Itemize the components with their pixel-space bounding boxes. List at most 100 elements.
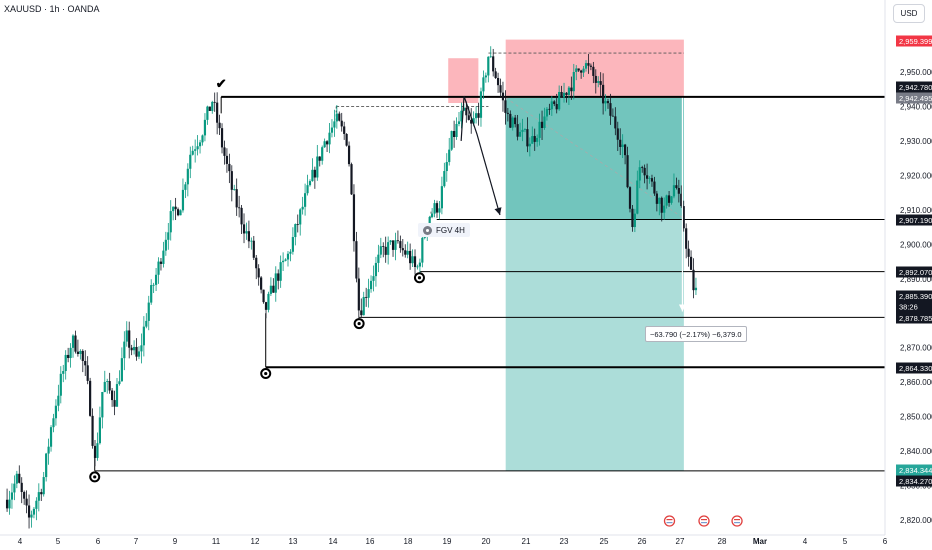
x-tick-label: 18 <box>404 537 413 546</box>
candle-body <box>667 195 671 203</box>
candle-body <box>235 189 238 208</box>
candle-body <box>286 253 290 260</box>
x-tick-label: 16 <box>366 537 375 546</box>
y-tick-label: 2,900.000 <box>900 240 932 249</box>
x-tick-label: 6 <box>96 537 101 546</box>
candle-body <box>433 203 436 214</box>
candle-body <box>599 81 602 85</box>
candle-body <box>81 350 84 361</box>
candle-body <box>189 154 192 169</box>
candle-body <box>382 246 385 247</box>
candle-body <box>409 250 412 264</box>
price-tag-label: 2,959.399 <box>899 37 932 46</box>
candle-body <box>132 346 136 351</box>
price-tag-label: 2,907.190 <box>899 216 932 225</box>
candle-body <box>692 269 695 291</box>
candle-body <box>98 417 101 444</box>
eye-icon <box>423 225 432 235</box>
candle-body <box>169 211 172 233</box>
candle-body <box>611 115 614 117</box>
event-flag-icon <box>698 515 710 527</box>
candle-body <box>621 144 624 147</box>
candle-body <box>438 208 441 213</box>
candle-body <box>194 149 197 151</box>
candle-body <box>247 231 251 242</box>
measure-label: −63.790 (−2.17%) −6,379.0 <box>645 326 747 342</box>
candle-body <box>682 206 685 229</box>
candle-body <box>474 113 478 119</box>
candle-body <box>32 508 36 515</box>
price-tag <box>896 35 932 47</box>
candle-body <box>267 293 270 310</box>
candle-body <box>62 371 65 374</box>
candle-body <box>548 108 551 110</box>
candle-body <box>501 92 505 101</box>
candle-body <box>418 262 422 267</box>
y-tick-label: 2,840.000 <box>900 447 932 456</box>
currency-button[interactable]: USD <box>893 4 925 23</box>
x-tick-label: 21 <box>522 537 531 546</box>
supply-zone <box>448 58 479 104</box>
candle-body <box>233 189 236 190</box>
candle-body <box>140 345 143 352</box>
candle-body <box>687 248 690 257</box>
candle-body <box>387 242 390 255</box>
candle-body <box>643 167 646 176</box>
candle-body <box>238 207 241 209</box>
candle-body <box>499 85 502 93</box>
y-tick-label: 2,860.000 <box>900 378 932 387</box>
x-tick-label: 23 <box>560 537 569 546</box>
projection-arrow <box>460 95 502 216</box>
candle-body <box>614 116 617 129</box>
candle-body <box>406 250 409 255</box>
candle-body <box>40 492 43 495</box>
candle-body <box>413 256 417 267</box>
candle-body <box>411 256 414 264</box>
x-tick-label: 26 <box>638 537 647 546</box>
time-axis[interactable]: 4 5 6 7 9 11 12 13 14 16 18 19 20 21 23 25 26 27 28 Mar 4 5 6 <box>0 534 888 546</box>
symbol-title[interactable]: XAUUSD · 1h · OANDA <box>4 4 100 14</box>
event-flag-stripe <box>700 522 707 524</box>
swing-low-marker-dot <box>93 475 97 479</box>
candle-body <box>282 260 285 263</box>
candle-body <box>504 100 507 113</box>
price-tag <box>896 312 932 324</box>
candle-body <box>5 499 9 509</box>
candle-body <box>553 101 556 105</box>
candle-body <box>262 289 265 303</box>
candle-body <box>694 287 698 291</box>
candle-body <box>455 123 458 137</box>
candle-body <box>362 296 365 316</box>
level-layer <box>94 95 885 472</box>
candle-body <box>394 240 397 250</box>
checkmark-icon: ✔ <box>216 76 227 91</box>
candle-body <box>142 326 145 346</box>
candle-body <box>685 228 688 249</box>
candle-body <box>272 285 275 293</box>
candle-body <box>186 168 189 185</box>
price-axis[interactable]: 2,820.0002,830.0002,840.0002,850.0002,86… <box>884 0 932 535</box>
price-tag-label: 2,942.780 <box>899 83 932 92</box>
candle-body <box>360 310 363 316</box>
candle-body <box>416 266 419 268</box>
candle-body <box>467 115 470 120</box>
candle-body <box>318 156 321 161</box>
candle-body <box>582 68 585 73</box>
fvg-label: FGV 4H <box>418 223 470 237</box>
x-tick-label: 27 <box>676 537 685 546</box>
candle-body <box>482 77 485 92</box>
event-flag-stripe <box>700 519 707 521</box>
candle-body <box>526 129 529 147</box>
candle-body <box>196 146 199 150</box>
candle-body <box>592 66 595 76</box>
candle-body <box>518 131 522 137</box>
candle-body <box>76 351 80 355</box>
candle-body <box>650 178 654 182</box>
candle-body <box>391 240 395 250</box>
candle-body <box>49 427 53 447</box>
y-tick-label: 2,870.000 <box>900 344 932 353</box>
marker-layer: ✔ <box>89 76 743 527</box>
candle-body <box>555 104 558 110</box>
candle-body <box>45 453 48 478</box>
